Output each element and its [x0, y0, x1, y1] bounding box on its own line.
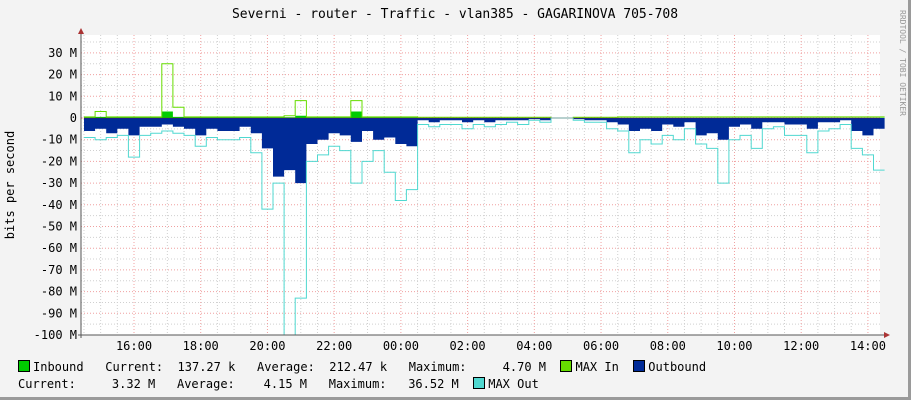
- y-tick-label: -80 M: [41, 285, 77, 299]
- y-tick-label: -60 M: [41, 241, 77, 255]
- x-tick-label: 06:00: [583, 339, 619, 353]
- y-tick-label: -40 M: [41, 198, 77, 212]
- watermark: RRDTOOL / TOBI OETIKER: [898, 10, 907, 116]
- y-tick-label: -20 M: [41, 154, 77, 168]
- outbound-current-label: Current:: [18, 377, 76, 391]
- x-tick-label: 14:00: [850, 339, 886, 353]
- outbound-swatch: [633, 360, 646, 372]
- inbound-average-label: Average:: [257, 360, 315, 374]
- chart: Severni - router - Traffic - vlan385 - G…: [3, 7, 907, 353]
- y-tick-label: -30 M: [41, 176, 77, 190]
- max-in-label: MAX In: [575, 360, 619, 374]
- series-inbound-area: [84, 111, 885, 118]
- inbound-maximum-label: Maximum:: [408, 360, 467, 374]
- x-tick-label: 04:00: [516, 339, 552, 353]
- x-tick-label: 02:00: [450, 339, 486, 353]
- inbound-label: Inbound: [33, 360, 84, 374]
- y-tick-label: -100 M: [34, 328, 77, 342]
- x-tick-label: 00:00: [383, 339, 419, 353]
- y-tick-label: -50 M: [41, 220, 77, 234]
- x-tick-label: 12:00: [783, 339, 819, 353]
- series-max-out-line: [84, 117, 885, 336]
- max-out-swatch: [473, 377, 486, 389]
- y-tick-label: -10 M: [41, 133, 77, 147]
- y-tick-label: 30 M: [48, 46, 77, 60]
- y-axis-label: bits per second: [3, 131, 17, 239]
- legend-row-2: Current: 3.32 M Average: 4.15 M Maximum:…: [18, 377, 539, 391]
- chart-title: Severni - router - Traffic - vlan385 - G…: [232, 7, 678, 22]
- outbound-average: 4.15 M: [263, 377, 308, 391]
- outbound-maximum-label: Maximum:: [328, 377, 387, 391]
- inbound-average: 212.47 k: [329, 360, 388, 374]
- x-tick-label: 20:00: [249, 339, 285, 353]
- x-tick-label: 10:00: [716, 339, 752, 353]
- x-tick-label: 16:00: [116, 339, 152, 353]
- x-tick-label: 22:00: [316, 339, 352, 353]
- inbound-current-label: Current:: [105, 360, 164, 374]
- legend-row-1: Inbound Current: 137.27 k Average: 212.4…: [18, 360, 706, 374]
- y-tick-label: -90 M: [41, 306, 77, 320]
- outbound-label: Outbound: [648, 360, 707, 374]
- max-out-label: MAX Out: [488, 377, 539, 391]
- y-axis-arrow: [78, 28, 84, 34]
- outbound-average-label: Average:: [176, 377, 235, 391]
- series-max-in-line: [84, 63, 885, 119]
- x-axis-arrow: [884, 332, 890, 338]
- outbound-current: 3.32 M: [111, 377, 156, 391]
- inbound-current: 137.27 k: [177, 360, 236, 374]
- max-in-swatch: [560, 360, 573, 372]
- x-tick-label: 18:00: [183, 339, 219, 353]
- y-tick-label: 0: [70, 111, 77, 125]
- outbound-maximum: 36.52 M: [408, 377, 459, 391]
- y-tick-label: 10 M: [48, 89, 77, 103]
- x-tick-label: 08:00: [650, 339, 686, 353]
- series-outbound-area: [84, 118, 885, 184]
- y-tick-label: -70 M: [41, 263, 77, 277]
- y-tick-label: 20 M: [48, 68, 77, 82]
- inbound-maximum: 4.70 M: [502, 360, 547, 374]
- inbound-swatch: [18, 360, 30, 372]
